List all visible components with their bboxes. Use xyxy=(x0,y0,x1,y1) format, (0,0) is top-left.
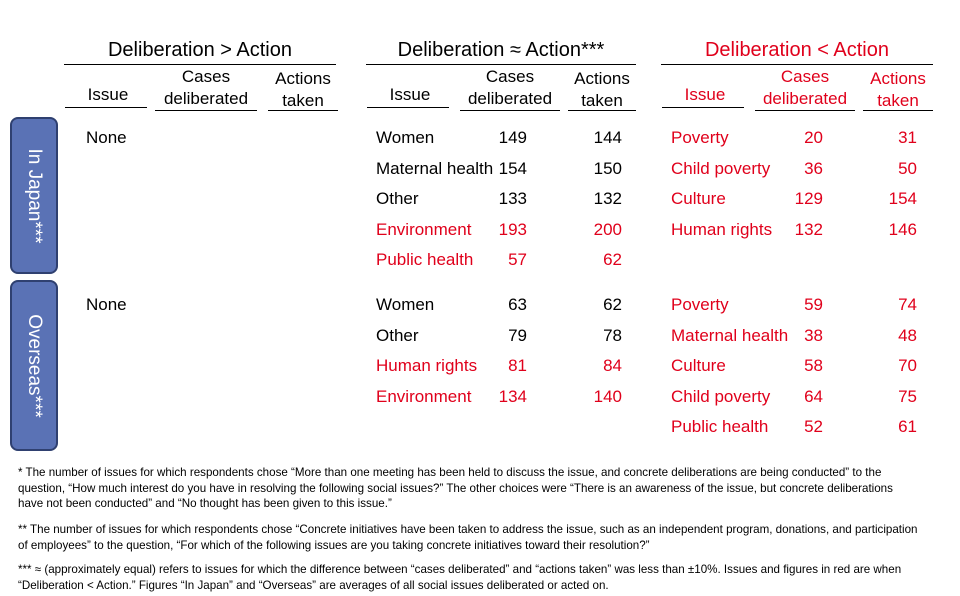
table-cell-actions-taken: 132 xyxy=(593,189,622,208)
table-cell-cases-deliberated: 59 xyxy=(804,295,823,314)
table-cell-issue: Other xyxy=(376,189,419,208)
table-cell-issue: Maternal health xyxy=(671,325,789,345)
column-rule xyxy=(155,110,257,111)
group-rule xyxy=(661,64,933,65)
column-header-cases-deliberated: Cases deliberated xyxy=(762,67,848,108)
table-cell-cases-deliberated: 81 xyxy=(508,356,527,375)
table-cell-cases-deliberated: 63 xyxy=(508,295,527,314)
column-rule xyxy=(755,110,855,111)
table-cell-cases-deliberated: 134 xyxy=(498,386,527,406)
table-cell-actions-taken: 61 xyxy=(898,417,917,436)
footnote-1: * The number of issues for which respond… xyxy=(18,466,893,510)
table-cell-issue: Poverty xyxy=(671,295,729,314)
table-cell-actions-taken: 146 xyxy=(888,219,917,239)
column-rule xyxy=(863,110,933,111)
group-header-deliberation-approx-action: Deliberation ≈ Action*** xyxy=(397,39,605,61)
table-cell-actions-taken: 74 xyxy=(898,295,917,314)
table-cell-cases-deliberated: 57 xyxy=(508,250,527,269)
table-cell-cases-deliberated: 132 xyxy=(794,219,823,239)
column-header-cases-deliberated: Cases deliberated xyxy=(467,67,553,108)
table-cell-issue: None xyxy=(86,295,127,314)
table-cell-issue: Culture xyxy=(671,189,726,208)
table-cell-actions-taken: 75 xyxy=(898,386,917,406)
table-cell-issue: Child poverty xyxy=(671,386,771,406)
table-cell-issue: Other xyxy=(376,325,419,345)
table-cell-issue: Poverty xyxy=(671,128,729,147)
table-cell-actions-taken: 150 xyxy=(593,158,622,178)
column-rule xyxy=(268,110,338,111)
column-header-issue: Issue xyxy=(684,85,726,104)
table-cell-cases-deliberated: 129 xyxy=(794,189,823,208)
table-cell-issue: Environment xyxy=(376,219,472,239)
table-cell-issue: Women xyxy=(376,295,435,314)
table-cell-cases-deliberated: 58 xyxy=(804,356,823,375)
column-header-issue: Issue xyxy=(87,85,129,104)
footnote-3: *** ≈ (approximately equal) refers to is… xyxy=(18,563,902,592)
column-rule xyxy=(367,107,449,108)
section-label-text: Overseas*** xyxy=(24,313,45,418)
column-header-actions-taken: Actions taken xyxy=(870,69,926,110)
table-cell-actions-taken: 200 xyxy=(593,219,622,239)
table-cell-actions-taken: 154 xyxy=(888,189,917,208)
section-label-japan: In Japan*** xyxy=(10,117,58,274)
column-header-actions-taken: Actions taken xyxy=(275,69,331,110)
table-cell-actions-taken: 62 xyxy=(603,295,622,314)
table-cell-actions-taken: 78 xyxy=(603,325,622,345)
table-cell-issue: None xyxy=(86,128,127,147)
group-header-deliberation-gt-action: Deliberation > Action xyxy=(107,39,292,61)
table-cell-cases-deliberated: 193 xyxy=(498,219,527,239)
table-cell-issue: Child poverty xyxy=(671,158,771,178)
table-cell-issue: Environment xyxy=(376,386,472,406)
column-rule xyxy=(568,110,636,111)
table-cell-cases-deliberated: 52 xyxy=(804,417,823,436)
section-label-text: In Japan*** xyxy=(24,147,45,244)
table-cell-actions-taken: 31 xyxy=(898,128,917,147)
table-cell-issue: Maternal health xyxy=(376,158,494,178)
table-cell-actions-taken: 144 xyxy=(593,128,622,147)
table-cell-actions-taken: 48 xyxy=(898,325,917,345)
group-rule xyxy=(366,64,636,65)
section-label-overseas: Overseas*** xyxy=(10,280,58,451)
table-cell-cases-deliberated: 20 xyxy=(804,128,823,147)
column-rule xyxy=(65,107,147,108)
footnote-2: ** The number of issues for which respon… xyxy=(18,523,918,552)
table-cell-actions-taken: 140 xyxy=(593,386,622,406)
column-rule xyxy=(662,107,744,108)
table-cell-cases-deliberated: 38 xyxy=(804,325,823,345)
group-rule xyxy=(64,64,336,65)
table-cell-issue: Culture xyxy=(671,356,726,375)
table-cell-issue: Public health xyxy=(376,250,474,269)
table-cell-cases-deliberated: 154 xyxy=(498,158,527,178)
table-cell-issue: Human rights xyxy=(671,219,773,239)
table-cell-actions-taken: 50 xyxy=(898,158,917,178)
table-cell-cases-deliberated: 36 xyxy=(804,158,823,178)
table-cell-cases-deliberated: 149 xyxy=(498,128,527,147)
column-header-cases-deliberated: Cases deliberated xyxy=(163,67,249,108)
table-cell-cases-deliberated: 64 xyxy=(804,386,823,406)
column-header-actions-taken: Actions taken xyxy=(574,69,630,110)
table-cell-issue: Human rights xyxy=(376,356,478,375)
table-cell-cases-deliberated: 133 xyxy=(498,189,527,208)
table-cell-actions-taken: 70 xyxy=(898,356,917,375)
table-cell-cases-deliberated: 79 xyxy=(508,325,527,345)
table-cell-issue: Women xyxy=(376,128,435,147)
table-cell-actions-taken: 62 xyxy=(603,250,622,269)
group-header-deliberation-lt-action: Deliberation < Action xyxy=(704,39,889,61)
column-rule xyxy=(460,110,560,111)
column-header-issue: Issue xyxy=(389,85,431,104)
table-cell-issue: Public health xyxy=(671,417,769,436)
table-cell-actions-taken: 84 xyxy=(603,356,622,375)
